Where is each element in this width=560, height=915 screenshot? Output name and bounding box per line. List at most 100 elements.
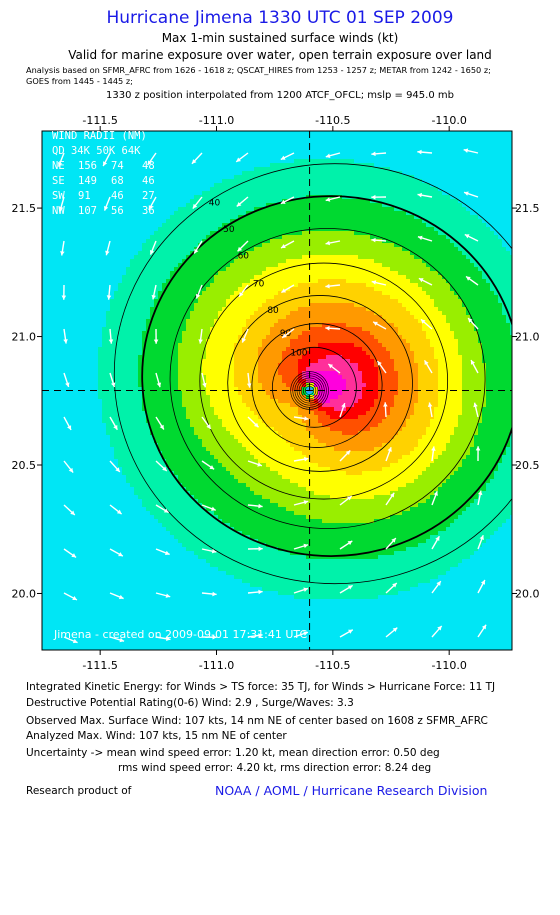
wind-arrowhead [392, 582, 397, 588]
contour-label: 70 [253, 280, 265, 290]
wind-arrowhead [464, 234, 470, 239]
wind-arrowhead [479, 535, 484, 540]
wind-arrowhead [236, 157, 241, 162]
wind-arrowhead [325, 153, 331, 158]
contour-50 [141, 195, 512, 557]
wind-arrowhead [347, 496, 352, 501]
wind-arrowhead [65, 382, 70, 387]
wind-arrowhead [60, 251, 65, 256]
wind-arrowhead [341, 403, 346, 408]
x-tick-label-top: -111.0 [199, 115, 234, 127]
wind-radii-r64: 46 [142, 175, 155, 187]
x-tick-label-top: -111.5 [82, 115, 117, 127]
observed-max-text: Observed Max. Surface Wind: 107 kts, 14 … [26, 715, 488, 727]
wind-arrowhead [106, 295, 112, 300]
wind-arrowhead [257, 462, 262, 467]
wind-arrowhead [371, 194, 376, 200]
wind-arrowhead [475, 446, 481, 451]
contour-60 [169, 228, 486, 529]
wind-arrowhead [58, 206, 64, 212]
contour-label: 50 [223, 225, 235, 235]
wind-arrowhead [212, 591, 217, 597]
x-tick-label-bottom: -111.0 [199, 659, 234, 672]
wind-arrowhead [211, 548, 217, 554]
chart-subtitle: Max 1-min sustained surface winds (kt) [161, 31, 399, 45]
wind-arrowhead [241, 337, 247, 343]
y-tick-label-left: 20.5 [12, 459, 37, 472]
chart-title: Hurricane Jimena 1330 UTC 01 SEP 2009 [106, 8, 454, 28]
wind-arrowhead [431, 446, 436, 451]
wind-arrowhead [280, 155, 286, 160]
wind-field [42, 131, 512, 650]
wind-arrowhead [253, 422, 259, 428]
wind-radii-r64: 36 [142, 205, 155, 217]
wind-arrowhead [303, 500, 309, 505]
wind-arrowhead [156, 382, 162, 388]
wind-arrowhead [325, 283, 330, 289]
wind-radii-title: WIND RADII (NM) [52, 130, 147, 142]
wind-arrowhead [236, 202, 242, 207]
y-tick-label-left: 20.0 [12, 587, 37, 600]
wind-radii-r64: 27 [142, 190, 155, 202]
wind-arrowhead [198, 339, 203, 344]
wind-arrowhead [67, 425, 72, 430]
wind-arrowhead [437, 625, 442, 631]
wind-arrowhead [192, 203, 198, 209]
wind-arrowhead [110, 382, 116, 388]
wind-radii-header: QD 34K 50K 64K [52, 145, 141, 157]
wind-arrowhead [433, 491, 438, 496]
wind-arrowhead [105, 250, 110, 256]
contour-90 [251, 323, 383, 448]
uncertainty-mean-text: Uncertainty -> mean wind speed error: 1.… [26, 747, 440, 759]
wind-arrowhead [61, 295, 67, 300]
wind-arrowhead [303, 587, 308, 592]
wind-arrowhead [303, 631, 308, 636]
contour-label: 40 [209, 199, 221, 209]
contour-label: 60 [238, 252, 250, 262]
wind-arrowhead [57, 161, 63, 167]
wind-radii-q: NE [52, 160, 65, 172]
wind-arrowhead [347, 540, 353, 546]
wind-arrowhead [417, 149, 422, 155]
analysis-sources-line2: GOES from 1445 - 1445 z; [26, 76, 133, 86]
wind-arrowhead [427, 402, 433, 408]
wind-arrowhead [118, 552, 123, 557]
wind-arrowhead [72, 638, 78, 644]
contour-100 [271, 346, 357, 428]
wind-arrowhead [258, 589, 263, 595]
wind-radii-r50: 68 [111, 175, 124, 187]
x-tick-label-top: -110.0 [431, 115, 466, 127]
wind-arrowhead [371, 151, 376, 157]
wind-arrowhead [348, 629, 353, 634]
wind-arrowhead [436, 581, 441, 586]
y-tick-label-right: 21.5 [515, 202, 540, 215]
uncertainty-rms-text: rms wind speed error: 4.20 kt, rms direc… [118, 762, 432, 774]
wind-arrowhead [108, 339, 114, 344]
wind-radii-r50: 46 [111, 190, 124, 202]
wind-arrowhead [195, 293, 201, 299]
axes-ticks: -111.5 -111.5 -111.0 -111.0 -110.5 -110.5 -110… [12, 115, 540, 672]
wind-arrowhead [103, 205, 109, 211]
wind-arrowhead [435, 536, 440, 541]
wind-arrowhead [280, 199, 286, 204]
wind-arrowhead [387, 447, 392, 452]
wind-radii-r64: 48 [142, 160, 155, 172]
wind-arrowhead [481, 624, 487, 630]
wind-arrowhead [377, 360, 382, 366]
contour-40 [113, 163, 512, 585]
y-tick-label-left: 21.0 [12, 331, 37, 344]
wind-vectors [57, 148, 487, 644]
created-stamp: Jimena - created on 2009-09-01 17:31:41 … [53, 628, 308, 641]
x-tick-label-bottom: -111.5 [82, 659, 117, 672]
wind-arrowhead [371, 237, 376, 243]
noaa-aoml-link[interactable]: NOAA / AOML / Hurricane Research Divisio… [215, 783, 488, 798]
wind-arrowhead [159, 424, 164, 430]
analyzed-max-text: Analyzed Max. Wind: 107 kts, 15 nm NE of… [26, 730, 287, 742]
wind-arrowhead [373, 321, 378, 326]
wind-arrowhead [463, 148, 469, 153]
plot-area: 40 50 60 70 80 90 100 [42, 131, 512, 650]
wind-arrowhead [70, 510, 75, 515]
wind-arrowhead [464, 191, 469, 196]
wind-radii-r34: 149 [78, 175, 97, 187]
wind-arrowhead [118, 594, 124, 600]
